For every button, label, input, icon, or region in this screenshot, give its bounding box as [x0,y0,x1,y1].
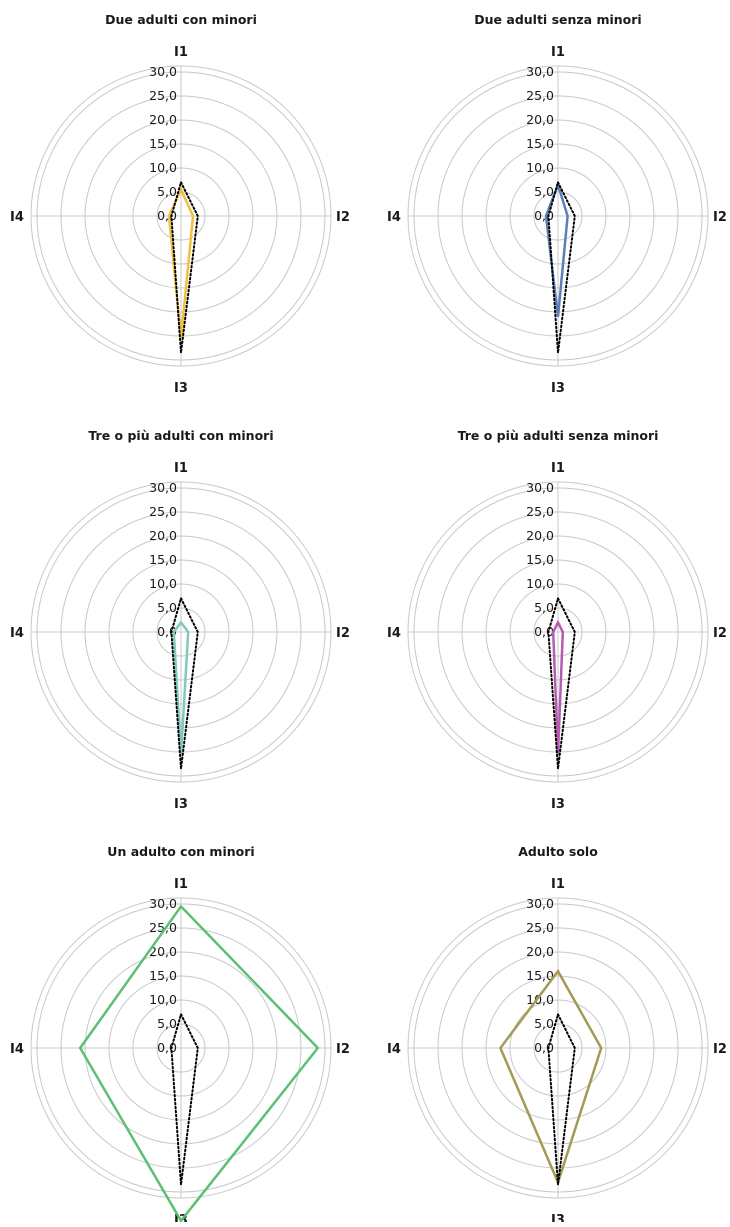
tick-label: 10,0 [526,160,554,175]
tick-label: 15,0 [149,136,177,151]
tick-label: 20,0 [526,112,554,127]
axis-label-i3: I3 [551,381,565,396]
tick-label: 5,0 [534,1016,554,1031]
tick-label: 30,0 [149,64,177,79]
tick-label: 5,0 [157,1016,177,1031]
tick-label: 0,0 [534,208,554,223]
axis-label-i2: I2 [713,210,727,225]
tick-label: 0,0 [157,1040,177,1055]
tick-label: 10,0 [149,576,177,591]
radar-chart-5: Un adulto con minori0,05,010,015,020,025… [10,844,350,1227]
axis-label-i4: I4 [387,1042,401,1057]
chart-title: Due adulti con minori [105,12,257,27]
tick-label: 15,0 [149,552,177,567]
series-reference-dotted [547,179,576,353]
tick-label: 15,0 [526,552,554,567]
series-reference-dotted [170,595,199,769]
tick-label: 20,0 [149,112,177,127]
axis-label-i4: I4 [10,626,24,641]
tick-label: 20,0 [149,528,177,543]
radar-chart-3: Tre o più adulti con minori0,05,010,015,… [10,428,350,812]
axis-label-i1: I1 [174,877,188,892]
axis-label-i4: I4 [387,210,401,225]
tick-label: 25,0 [526,504,554,519]
axis-label-i3: I3 [551,797,565,812]
chart-title: Adulto solo [518,844,598,859]
tick-label: 10,0 [149,160,177,175]
series-polygon [172,620,190,755]
tick-label: 25,0 [526,920,554,935]
axis-label-i3: I3 [174,381,188,396]
radar-chart-4: Tre o più adulti senza minori 0,0 5,0 10,0 1… [387,428,727,812]
axis-label-i4: I4 [387,626,401,641]
tick-label: 15,0 [526,136,554,151]
series-reference-dotted [547,1011,576,1185]
tick-label: 30,0 [526,896,554,911]
tick-label: 30,0 [149,896,177,911]
tick-label: 25,0 [149,504,177,519]
axis-label-i1: I1 [174,461,188,476]
chart-title: Tre o più adulti senza minori [458,428,659,443]
tick-label: 30,0 [526,64,554,79]
axis-label-i2: I2 [713,1042,727,1057]
axis-label-i1: I1 [551,877,565,892]
tick-label: 10,0 [526,576,554,591]
axis-label-i2: I2 [713,626,727,641]
tick-label: 10,0 [149,992,177,1007]
chart-title: Tre o più adulti con minori [88,428,273,443]
tick-label: 20,0 [526,528,554,543]
radar-chart-2: Due adulti senza minori 0,0 5,0 10,0 15,0 20,… [387,12,727,396]
tick-label: 30,0 [526,480,554,495]
tick-label: 0,0 [534,1040,554,1055]
tick-label: 25,0 [526,88,554,103]
series-polygon [544,180,569,317]
series-reference-dotted [170,1011,199,1185]
series-polygon [551,619,565,755]
tick-label: 5,0 [534,600,554,615]
tick-label: 15,0 [149,968,177,983]
tick-label: 5,0 [157,600,177,615]
tick-label: 0,0 [534,624,554,639]
axis-label-i3: I3 [551,1213,565,1222]
axis-label-i1: I1 [551,45,565,60]
tick-label: 5,0 [157,184,177,199]
radar-chart-6: Adulto solo0,05,010,015,020,025,030,0I1I… [387,844,727,1227]
chart-title: Un adulto con minori [107,844,254,859]
chart-title: Due adulti senza minori [474,12,641,27]
axis-label-i3: I3 [174,797,188,812]
tick-label: 0,0 [157,208,177,223]
tick-label: 30,0 [149,480,177,495]
axis-label-i1: I1 [174,45,188,60]
axis-label-i2: I2 [336,210,350,225]
tick-label: 20,0 [149,944,177,959]
axis-label-i2: I2 [336,1042,350,1057]
series-reference-dotted [170,179,199,353]
radar-chart-1: Due adulti con minori 0,0 5,0 10,0 15,0 20,0 2… [10,12,350,396]
tick-label: 5,0 [534,184,554,199]
axis-label-i4: I4 [10,210,24,225]
tick-label: 25,0 [149,88,177,103]
tick-label: 15,0 [526,968,554,983]
tick-label: 20,0 [526,944,554,959]
series-polygon [78,904,320,1224]
axis-label-i4: I4 [10,1042,24,1057]
axis-label-i1: I1 [551,461,565,476]
axis-label-i2: I2 [336,626,350,641]
series-reference-dotted [547,595,576,769]
